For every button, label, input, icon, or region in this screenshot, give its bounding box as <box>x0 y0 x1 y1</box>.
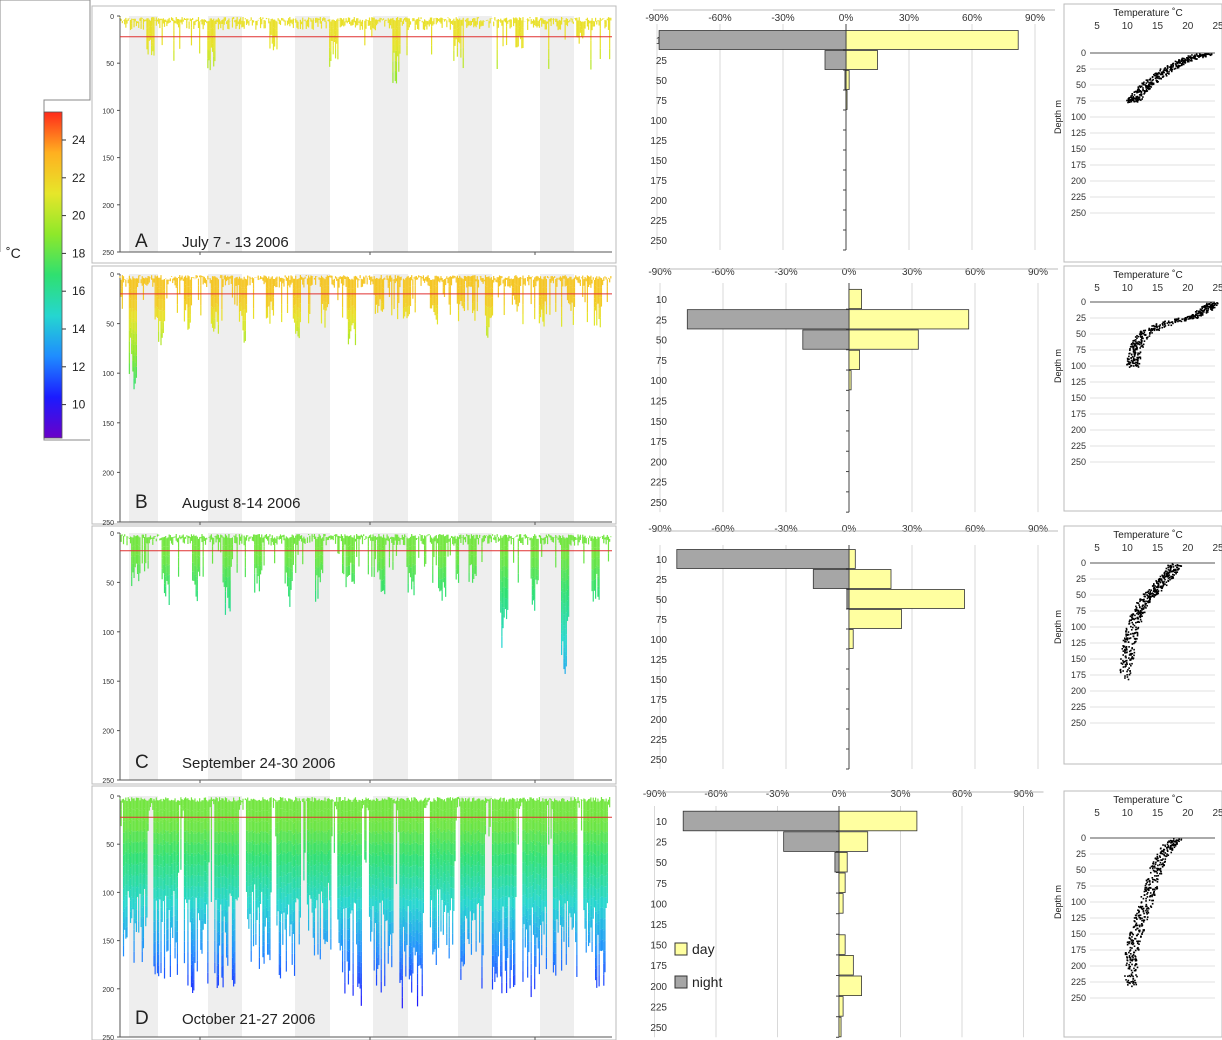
y-tick-label: 50 <box>106 322 114 329</box>
colorbar-gradient <box>43 111 63 439</box>
night-band <box>373 16 408 252</box>
colorbar-tick-label: 10 <box>72 398 86 412</box>
y-tick-label: 200 <box>102 470 114 477</box>
night-band <box>540 16 574 252</box>
y-tick-label: 250 <box>102 250 114 257</box>
y-tick-label: 0 <box>110 272 114 279</box>
y-tick-label: 50 <box>106 842 114 849</box>
y-tick-label: 50 <box>106 580 114 587</box>
panel-caption: September 24-30 2006 <box>182 755 335 772</box>
dive-panel-a: 0 50 100 150 200 250 A July 7 - 13 2006 <box>91 5 617 264</box>
y-tick-label: 100 <box>102 890 114 897</box>
panel-caption: July 7 - 13 2006 <box>182 234 289 251</box>
y-tick-label: 150 <box>102 939 114 946</box>
panel-frame <box>91 525 617 785</box>
colorbar-tick-label: 24 <box>72 133 86 147</box>
y-tick-label: 250 <box>102 778 114 785</box>
panel-label: C <box>135 752 149 773</box>
colorbar-tick-label: 12 <box>72 360 86 374</box>
y-tick-label: 150 <box>102 679 114 686</box>
night-band <box>295 16 330 252</box>
y-tick-label: 150 <box>102 156 114 163</box>
panel-label: B <box>135 492 148 513</box>
colorbar-unit: ˚C <box>6 245 21 261</box>
night-band <box>373 274 408 522</box>
night-band <box>373 533 408 780</box>
colorbar-tick-label: 18 <box>72 246 86 260</box>
y-tick-label: 250 <box>102 1035 114 1040</box>
dive-panel-b: 0 50 100 150 200 250 B August 8-14 2006 <box>91 265 617 527</box>
dive-panel-c: 0 50 100 150 200 250 C September 24-30 2006 <box>91 525 617 785</box>
panel-label: A <box>135 231 148 252</box>
colorbar-tick-label: 14 <box>72 322 86 336</box>
panel-caption: August 8-14 2006 <box>182 495 300 512</box>
y-tick-label: 50 <box>106 61 114 68</box>
temperature-colorbar: 24 22 20 18 16 14 12 10 ˚C <box>0 0 91 441</box>
y-tick-label: 100 <box>102 108 114 115</box>
night-band <box>129 16 158 252</box>
panel-frame <box>91 5 617 264</box>
night-band <box>458 533 492 780</box>
colorbar-tick-label: 20 <box>72 209 86 223</box>
y-tick-label: 150 <box>102 421 114 428</box>
y-tick-label: 0 <box>110 14 114 21</box>
y-tick-label: 0 <box>110 531 114 538</box>
colorbar-tick-label: 16 <box>72 284 86 298</box>
night-band <box>540 274 574 522</box>
y-tick-label: 200 <box>102 203 114 210</box>
y-tick-label: 0 <box>110 794 114 801</box>
y-tick-label: 250 <box>102 520 114 527</box>
y-tick-label: 100 <box>102 371 114 378</box>
y-tick-label: 200 <box>102 987 114 994</box>
colorbar-frame <box>0 0 91 441</box>
y-tick-label: 100 <box>102 630 114 637</box>
y-tick-label: 200 <box>102 729 114 736</box>
colorbar-tick-label: 22 <box>72 171 86 185</box>
night-band <box>295 533 330 780</box>
